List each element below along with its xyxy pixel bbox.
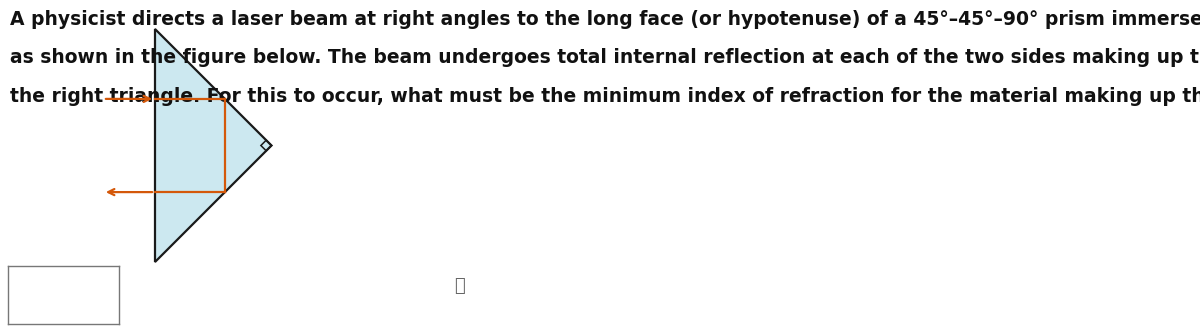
Text: A physicist directs a laser beam at right angles to the long face (or hypotenuse: A physicist directs a laser beam at righ… [10, 10, 1200, 29]
Text: ⓘ: ⓘ [455, 277, 466, 295]
Text: the right triangle. For this to occur, what must be the minimum index of refract: the right triangle. For this to occur, w… [10, 87, 1200, 106]
Polygon shape [155, 29, 271, 262]
Text: as shown in the figure below. The beam undergoes total internal reflection at ea: as shown in the figure below. The beam u… [10, 48, 1200, 67]
